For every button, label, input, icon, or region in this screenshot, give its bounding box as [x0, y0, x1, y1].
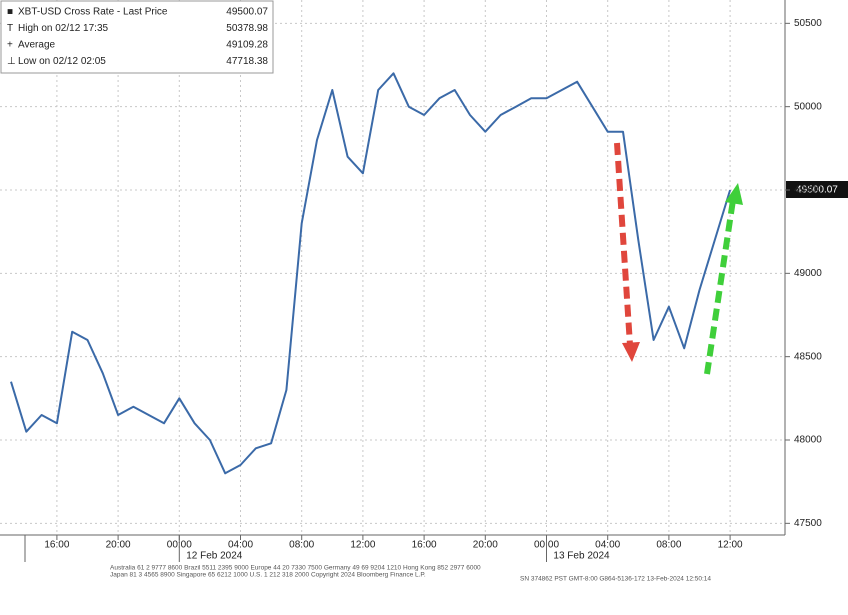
- y-tick-label: 50000: [794, 101, 822, 112]
- legend-value: 50378.98: [226, 23, 268, 34]
- x-tick-label: 04:00: [595, 540, 620, 551]
- legend-icon: ⊥: [7, 56, 16, 67]
- x-tick-label: 16:00: [412, 540, 437, 551]
- date-label: 13 Feb 2024: [553, 551, 610, 562]
- legend-icon: T: [7, 23, 13, 34]
- legend-icon: +: [7, 40, 13, 51]
- legend-value: 49109.28: [226, 40, 268, 51]
- y-tick-label: 47500: [794, 518, 822, 529]
- x-tick-label: 12:00: [350, 540, 375, 551]
- footer-text: Australia 61 2 9777 8600 Brazil 5511 239…: [110, 565, 481, 572]
- y-tick-label: 48500: [794, 351, 822, 362]
- x-tick-label: 16:00: [44, 540, 69, 551]
- x-tick-label: 12:00: [718, 540, 743, 551]
- y-tick-label: 49500: [794, 185, 822, 196]
- last-price-label: 49500.07: [796, 185, 838, 196]
- legend-label: Low on 02/12 02:05: [18, 56, 106, 67]
- y-tick-label: 48000: [794, 435, 822, 446]
- last-price-box: [786, 181, 848, 198]
- footer-text: Japan 81 3 4565 8900 Singapore 65 6212 1…: [110, 572, 426, 579]
- red-arrow: [614, 142, 640, 362]
- legend-icon: ■: [7, 7, 13, 18]
- x-tick-label: 20:00: [106, 540, 131, 551]
- price-line: [10, 72, 732, 475]
- legend-label: XBT-USD Cross Rate - Last Price: [18, 7, 168, 18]
- date-label: 12 Feb 2024: [186, 551, 243, 562]
- legend-value: 47718.38: [226, 56, 268, 67]
- legend-value: 49500.07: [226, 7, 268, 18]
- legend: ■ XBT-USD Cross Rate - Last Price 49500.07…: [0, 0, 274, 74]
- x-tick-label: 04:00: [228, 540, 253, 551]
- legend-box: [0, 0, 274, 74]
- y-tick-label: 50500: [794, 18, 822, 29]
- plot: [10, 72, 732, 475]
- green-arrow: [704, 183, 743, 375]
- y-tick-label: 49000: [794, 268, 822, 279]
- x-tick-label: 08:00: [656, 540, 681, 551]
- legend-label: High on 02/12 17:35: [18, 23, 109, 34]
- footer-text: SN 374862 PST GMT-8:00 G864-5136-172 13-…: [520, 576, 711, 583]
- x-tick-label: 20:00: [473, 540, 498, 551]
- x-tick-label: 08:00: [289, 540, 314, 551]
- legend-label: Average: [18, 40, 56, 51]
